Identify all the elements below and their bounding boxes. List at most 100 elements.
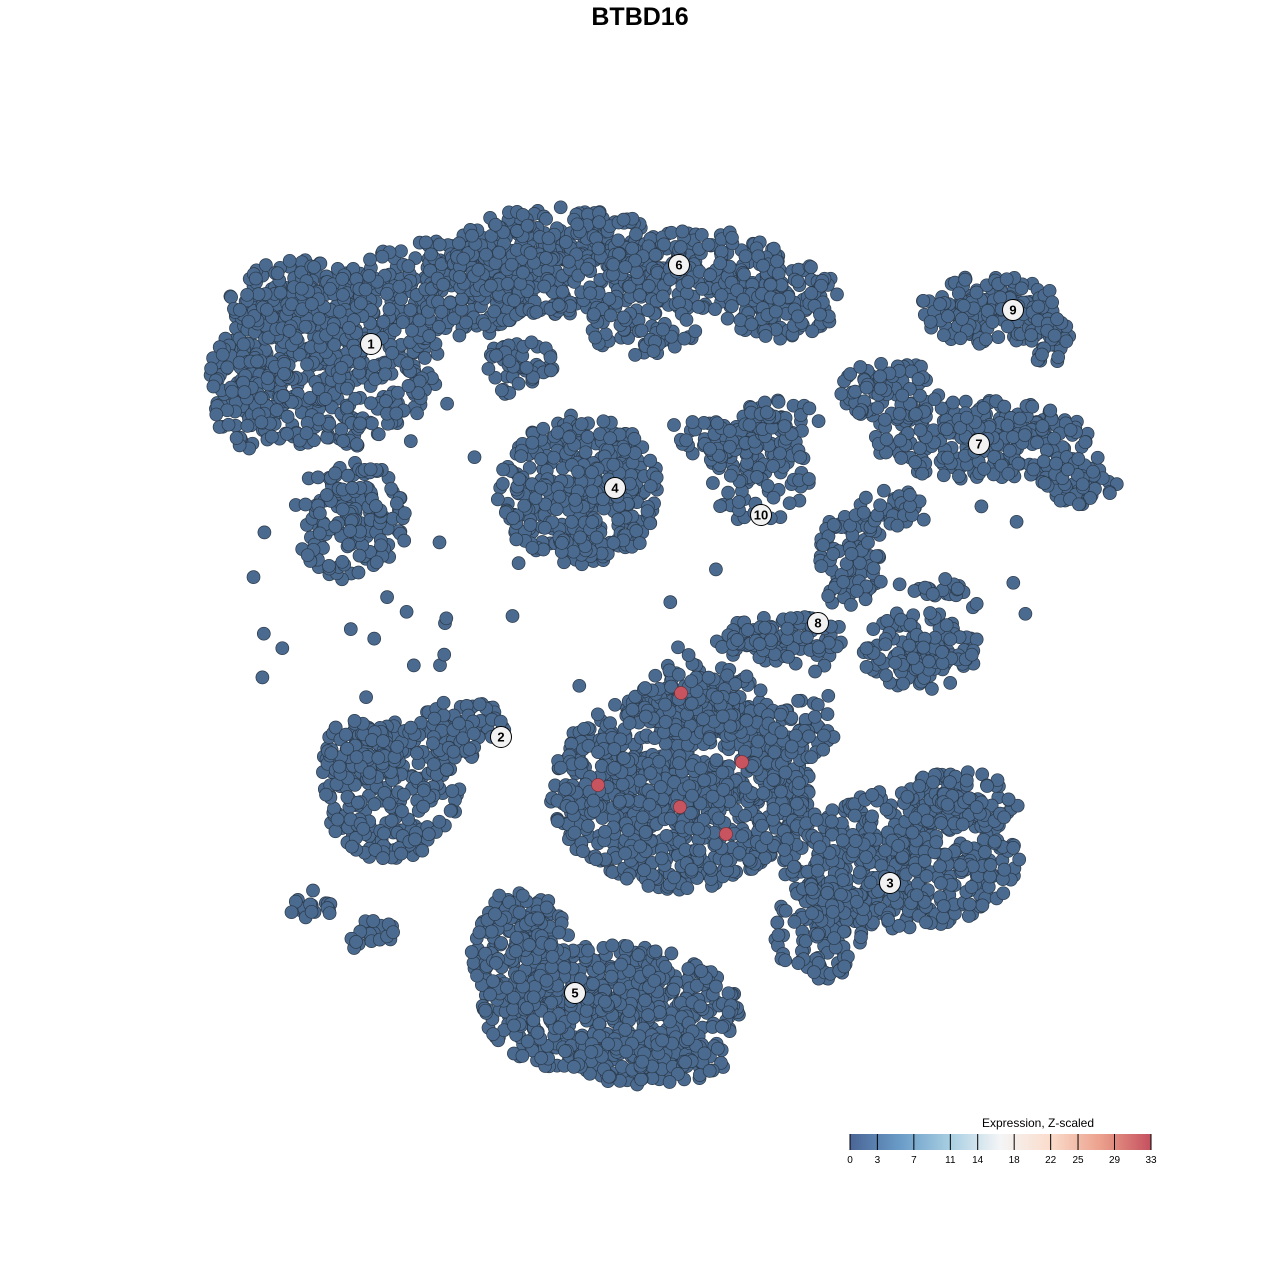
cell-point — [385, 346, 399, 360]
cell-point — [340, 400, 355, 415]
cell-point — [611, 512, 626, 527]
cell-point — [985, 315, 1000, 329]
cell-point — [740, 623, 755, 637]
cell-point — [462, 742, 477, 757]
cell-point — [622, 716, 637, 730]
cell-point — [298, 497, 313, 512]
cell-point — [304, 904, 319, 919]
cell-point — [859, 641, 874, 656]
cell-point — [654, 851, 669, 866]
points-layer — [203, 200, 1124, 1092]
cell-point — [403, 720, 418, 735]
cell-point — [477, 317, 492, 332]
cell-point — [348, 391, 363, 406]
cell-point — [251, 287, 266, 301]
cell-point — [591, 745, 605, 760]
cell-point — [760, 478, 775, 493]
cell-point — [637, 863, 651, 877]
cell-point — [1090, 450, 1105, 465]
cell-point — [303, 391, 317, 405]
cell-point — [844, 598, 858, 612]
cell-point — [616, 212, 631, 227]
cell-point — [206, 379, 221, 394]
cell-point — [378, 367, 393, 382]
cell-point — [280, 427, 294, 441]
cell-point — [612, 794, 627, 809]
cell-point — [778, 765, 793, 780]
cell-point — [672, 756, 686, 770]
cell-point — [720, 311, 735, 326]
cell-point — [573, 530, 588, 545]
cell-point — [419, 235, 433, 250]
cell-point — [487, 304, 502, 319]
cell-point — [585, 465, 599, 480]
cell-point — [691, 300, 706, 314]
cell-point — [943, 676, 958, 690]
cell-point — [642, 797, 657, 812]
cell-point — [396, 787, 411, 802]
cell-point — [627, 432, 642, 446]
cell-point — [580, 261, 594, 276]
cell-point — [879, 668, 893, 683]
cell-point — [716, 782, 731, 797]
cell-point — [873, 381, 888, 396]
cell-point — [369, 499, 383, 513]
cell-point — [859, 380, 874, 395]
cell-point — [709, 753, 724, 767]
cell-point — [380, 286, 394, 301]
cell-point — [224, 290, 238, 305]
cell-point — [426, 736, 440, 751]
cell-point — [1078, 435, 1093, 450]
cell-point — [641, 879, 656, 893]
cell-point — [512, 472, 527, 486]
cell-point — [330, 812, 345, 827]
cell-point — [394, 846, 408, 861]
cell-point — [657, 237, 671, 252]
cell-point — [1047, 431, 1061, 446]
cell-point — [580, 430, 595, 444]
cell-point — [652, 754, 667, 769]
cell-point — [618, 846, 632, 861]
cell-point — [410, 406, 424, 421]
cell-point — [744, 317, 759, 332]
cell-point — [327, 337, 342, 352]
cell-point — [534, 452, 549, 466]
cell-point — [804, 260, 818, 274]
cell-point — [566, 544, 581, 559]
cell-point — [204, 361, 218, 376]
cell-point — [638, 825, 653, 839]
cell-point — [220, 360, 235, 375]
cell-point — [836, 575, 851, 589]
cell-point — [401, 379, 416, 393]
cell-point — [349, 750, 364, 764]
cell-point — [708, 302, 722, 317]
cell-point — [877, 483, 891, 498]
cell-point — [941, 309, 955, 324]
cell-point — [382, 302, 397, 316]
cell-point — [452, 716, 466, 731]
cell-point — [771, 266, 786, 281]
cell-point — [546, 450, 561, 465]
cell-point — [371, 750, 386, 765]
cell-point — [826, 518, 841, 532]
cell-point — [495, 476, 510, 491]
cell-point — [1045, 295, 1060, 310]
cell-point — [732, 846, 747, 860]
cell-point — [694, 761, 708, 776]
cell-point — [1035, 347, 1049, 362]
cell-point — [240, 419, 255, 433]
cell-point — [536, 421, 551, 436]
cell-point — [504, 257, 519, 272]
cell-point — [339, 727, 353, 742]
cell-point — [332, 304, 347, 319]
cell-point — [851, 406, 866, 420]
cell-point — [888, 655, 903, 670]
cell-point — [395, 315, 410, 330]
cell-point — [1025, 399, 1040, 414]
cell-point — [342, 321, 356, 335]
cell-point — [250, 354, 264, 369]
cell-point — [677, 331, 692, 346]
cell-point — [1047, 328, 1062, 343]
cell-point — [656, 289, 670, 304]
cell-point — [703, 268, 718, 282]
